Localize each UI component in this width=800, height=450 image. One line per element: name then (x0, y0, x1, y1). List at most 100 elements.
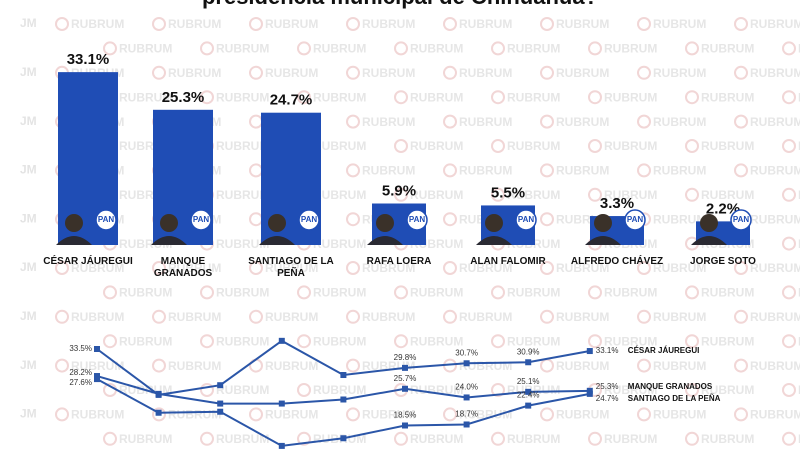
logo (730, 209, 752, 231)
watermark-icon (103, 334, 117, 349)
watermark: RUBRUM (119, 432, 172, 446)
logo (298, 209, 320, 231)
watermark-icon (249, 309, 263, 324)
watermark: RUBRUM (556, 66, 609, 80)
logo-text: PAN (733, 215, 750, 224)
watermark-icon (637, 261, 651, 275)
value-label: 25.3% (596, 382, 619, 391)
watermark-icon (782, 187, 796, 202)
watermark-icon (297, 383, 311, 397)
watermark: RUBRUM (313, 139, 366, 153)
watermark-icon (346, 163, 360, 178)
series-label: SANTIAGO DE LA PEÑA (628, 394, 721, 403)
watermark-icon (540, 407, 554, 422)
watermark: RUBRUM (410, 286, 463, 300)
watermark: RUBRUM (362, 261, 415, 275)
value-label: 2.2% (706, 200, 740, 217)
watermark-icon (152, 261, 166, 275)
watermark: RUBRUM (168, 261, 221, 275)
photo-head (160, 214, 178, 232)
watermark-icon (588, 431, 602, 446)
watermark-icon (734, 358, 748, 373)
watermark-icon (637, 309, 651, 324)
watermark-icon (588, 139, 602, 153)
point (155, 409, 162, 416)
watermark-icon (491, 90, 505, 105)
watermark-icon (540, 17, 554, 31)
photo-body (151, 236, 187, 245)
watermark-mark: JM (20, 211, 37, 225)
watermark: RUBRUM (71, 310, 124, 324)
watermark-icon (394, 41, 408, 56)
watermark: RUBRUM (507, 334, 560, 348)
watermark: RUBRUM (556, 408, 609, 422)
watermark: RUBRUM (119, 286, 172, 300)
watermark-icon (55, 17, 69, 31)
x-tick-label: ALFREDO CHÁVEZ (570, 256, 664, 267)
watermark-icon (782, 431, 796, 446)
watermark-icon (249, 17, 263, 31)
watermark: RUBRUM (556, 359, 609, 373)
watermark: RUBRUM (556, 164, 609, 178)
watermark: RUBRUM (265, 310, 318, 324)
watermark: RUBRUM (459, 408, 512, 422)
watermark: RUBRUM (313, 383, 366, 397)
photo-head (268, 214, 286, 232)
watermark: RUBRUM (459, 164, 512, 178)
value-label: 25.7% (394, 374, 417, 383)
point (94, 373, 100, 380)
watermark: RUBRUM (750, 310, 800, 324)
watermark-icon (540, 309, 554, 324)
watermark-icon (491, 285, 505, 300)
watermark-icon (540, 163, 554, 178)
watermark-icon (491, 334, 505, 349)
watermark: RUBRUM (362, 164, 415, 178)
point (402, 385, 408, 392)
watermark: RUBRUM (750, 164, 800, 178)
watermark-icon (249, 163, 263, 178)
logo (515, 209, 537, 231)
watermark: RUBRUM (604, 139, 657, 153)
watermark: RUBRUM (653, 17, 706, 31)
watermark: RUBRUM (313, 237, 366, 251)
value-label: 5.9% (382, 182, 416, 199)
watermark-icon (394, 431, 408, 446)
point (217, 382, 224, 389)
watermark-icon (394, 90, 408, 105)
value-label: 30.7% (455, 348, 478, 357)
watermark-icon (346, 65, 360, 80)
point (340, 372, 347, 379)
value-label: 33.1% (596, 346, 619, 355)
watermark: RUBRUM (216, 42, 269, 56)
watermark-icon (394, 139, 408, 153)
watermark: RUBRUM (556, 310, 609, 324)
point (155, 390, 162, 397)
point (586, 390, 593, 397)
value-label: 24.7% (596, 394, 619, 403)
watermark-icon (103, 431, 117, 446)
watermark-icon (782, 334, 796, 349)
watermark-icon (346, 114, 360, 129)
watermark-icon (249, 65, 263, 80)
x-tick-label: SANTIAGO DE LA PEÑA (248, 256, 334, 279)
watermark-icon (346, 17, 360, 31)
watermark-icon (394, 285, 408, 300)
watermark: RUBRUM (71, 359, 124, 373)
watermark-icon (540, 358, 554, 373)
watermark: RUBRUM (216, 139, 269, 153)
point (402, 422, 408, 429)
watermark: RUBRUM (71, 261, 124, 275)
watermark: RUBRUM (701, 286, 754, 300)
watermark-icon (297, 90, 311, 105)
logo (190, 209, 212, 231)
watermark-icon (734, 261, 748, 275)
watermark: RUBRUM (507, 188, 560, 202)
watermark: RUBRUM (168, 66, 221, 80)
watermark: RUBRUM (71, 408, 124, 422)
point (217, 408, 224, 415)
logo (406, 209, 428, 231)
watermark-icon (394, 334, 408, 349)
watermark: RUBRUM (798, 139, 800, 153)
watermark-icon (394, 187, 408, 202)
watermark: RUBRUM (71, 17, 124, 31)
